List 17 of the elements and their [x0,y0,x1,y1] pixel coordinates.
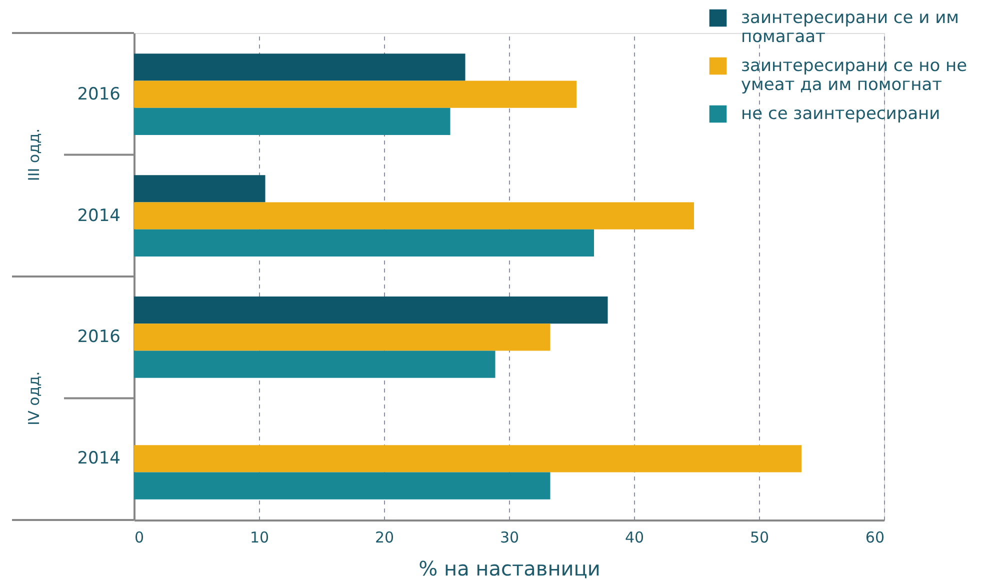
y-tick-label: 2016 [77,327,120,348]
legend-label: заинтересирани се и им помагаат [741,8,959,47]
text: IV одд. [25,371,43,426]
x-tick-label: 20 [374,528,394,546]
text: III одд. [25,128,43,182]
y-tick-label: 2014 [77,206,120,226]
x-tick-label: 0 [134,528,144,546]
x-tick-label: 50 [750,528,770,546]
x-tick-label: 30 [500,528,520,546]
legend-label: не се заинтересирани [741,104,940,124]
x-tick-label: 40 [624,528,644,546]
x-tick-label: 60 [865,528,884,546]
legend-label: заинтересирани се но не умеат да им помогнат [741,56,968,95]
y-tick-label: 2014 [77,448,120,469]
x-axis-title: % на наставници [418,556,600,580]
x-tick-label: 10 [250,528,270,546]
y-tick-label: 2016 [77,84,120,104]
